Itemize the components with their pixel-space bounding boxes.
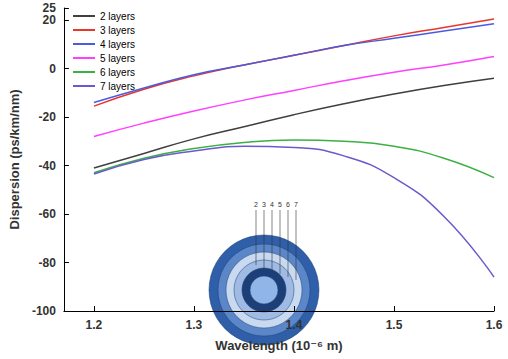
- svg-text:3: 3: [262, 201, 266, 208]
- svg-text:Dispersion (ps/km/nm): Dispersion (ps/km/nm): [7, 89, 22, 229]
- svg-text:6 layers: 6 layers: [100, 67, 135, 78]
- svg-text:-40: -40: [39, 159, 57, 173]
- svg-text:7: 7: [294, 201, 298, 208]
- svg-text:1.3: 1.3: [186, 318, 203, 332]
- svg-text:1.6: 1.6: [486, 318, 503, 332]
- svg-text:25: 25: [43, 1, 57, 15]
- svg-text:0: 0: [49, 62, 56, 76]
- svg-text:2: 2: [254, 201, 258, 208]
- svg-text:1.5: 1.5: [386, 318, 403, 332]
- svg-text:20: 20: [43, 13, 57, 27]
- svg-text:-80: -80: [39, 256, 57, 270]
- svg-text:5 layers: 5 layers: [100, 53, 135, 64]
- svg-text:3 layers: 3 layers: [100, 25, 135, 36]
- svg-text:5: 5: [278, 201, 282, 208]
- svg-text:1.2: 1.2: [86, 318, 103, 332]
- svg-text:-100: -100: [32, 304, 56, 318]
- svg-text:-60: -60: [39, 207, 57, 221]
- svg-text:4 layers: 4 layers: [100, 39, 135, 50]
- svg-text:-20: -20: [39, 110, 57, 124]
- svg-text:Wavelength (10⁻⁶ m): Wavelength (10⁻⁶ m): [215, 338, 342, 353]
- svg-text:4: 4: [270, 201, 274, 208]
- svg-text:2 layers: 2 layers: [100, 11, 135, 22]
- svg-text:7 layers: 7 layers: [100, 81, 135, 92]
- svg-text:6: 6: [286, 201, 290, 208]
- svg-text:1.4: 1.4: [286, 318, 303, 332]
